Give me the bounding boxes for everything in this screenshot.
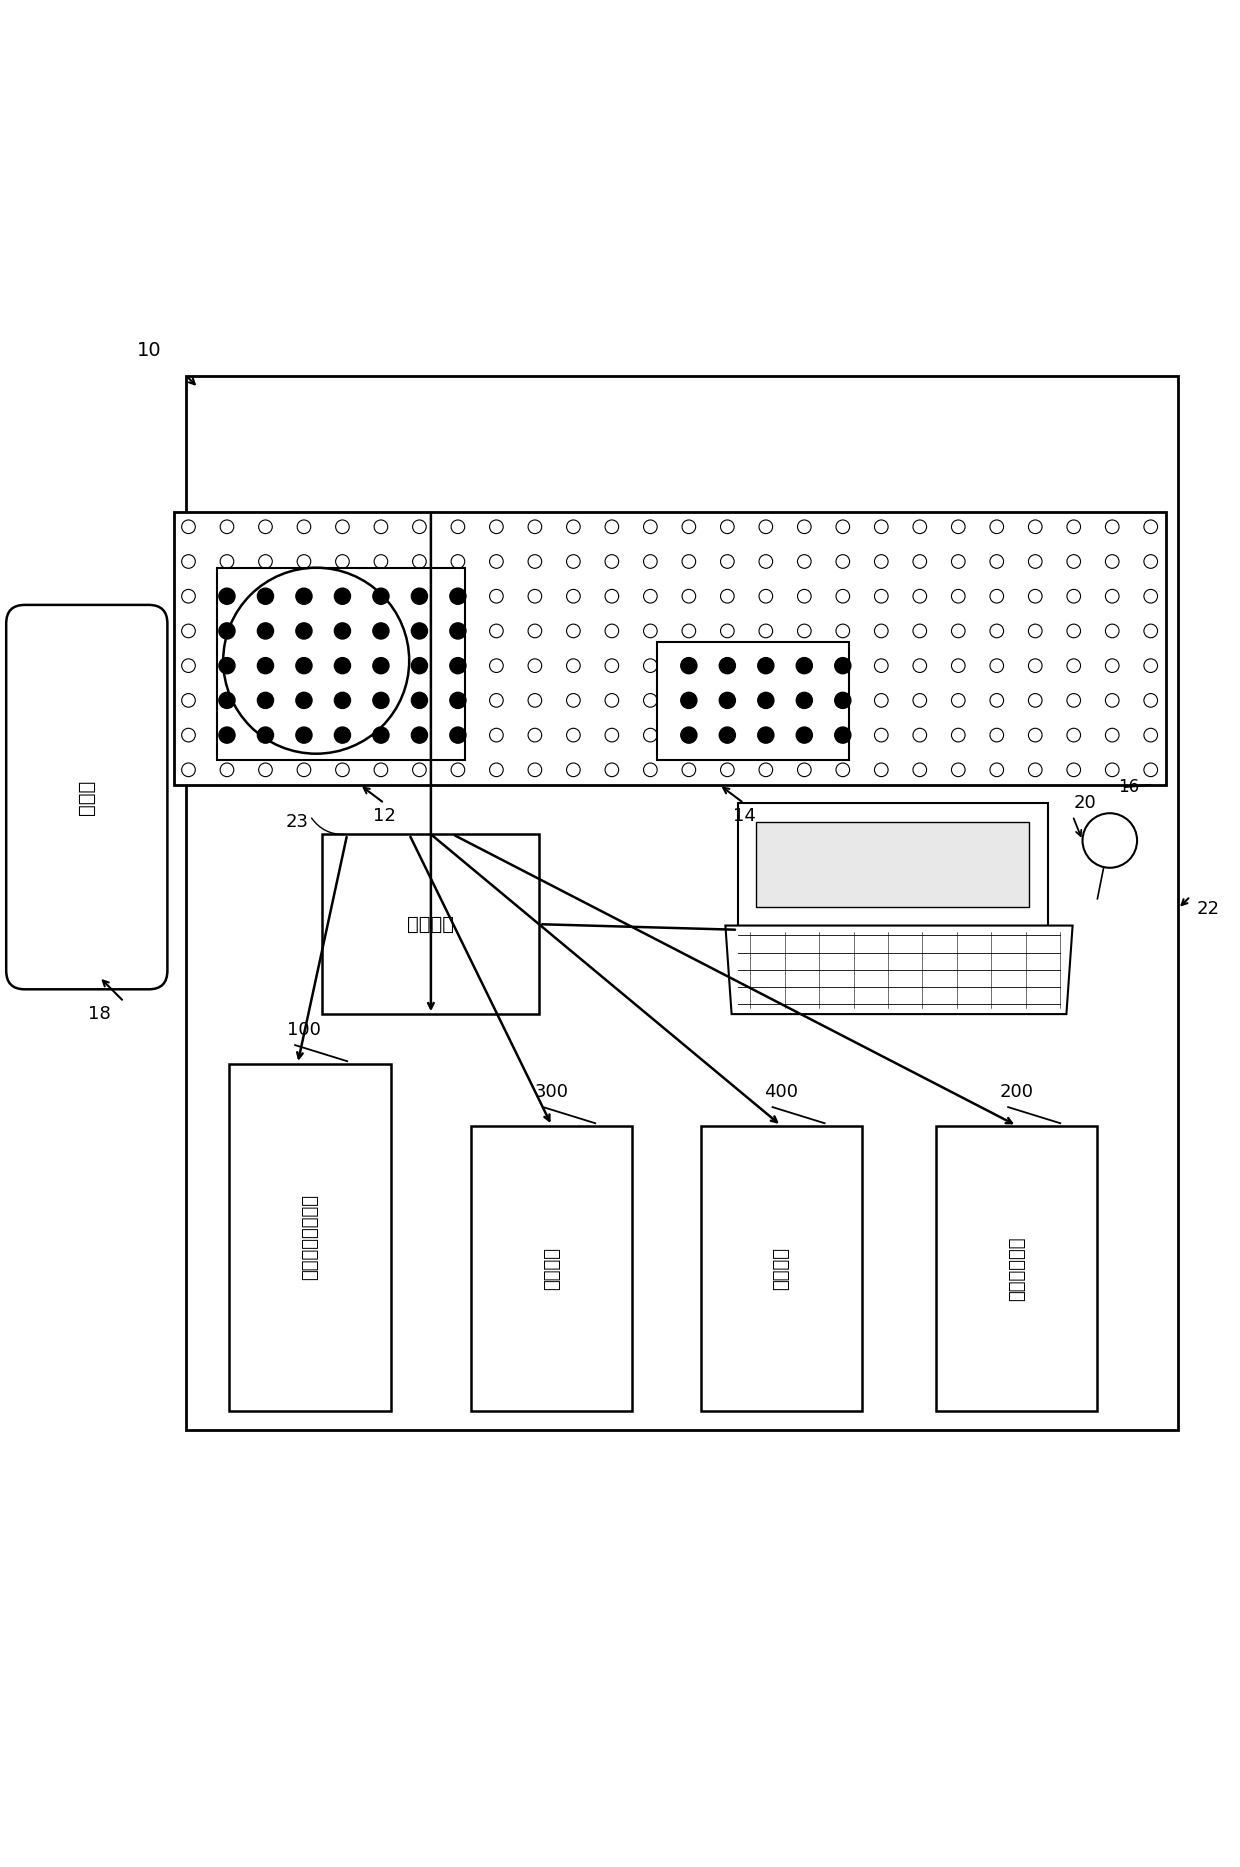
- Circle shape: [758, 693, 774, 708]
- Circle shape: [219, 624, 236, 639]
- Bar: [657, 642, 849, 760]
- Text: 400: 400: [764, 1083, 799, 1102]
- Bar: [936, 1126, 1097, 1411]
- Circle shape: [258, 624, 274, 639]
- Circle shape: [412, 657, 428, 674]
- Text: 桐台下重估计: 桐台下重估计: [1008, 1236, 1025, 1301]
- Circle shape: [450, 657, 466, 674]
- Circle shape: [258, 588, 274, 605]
- Circle shape: [296, 624, 312, 639]
- Circle shape: [681, 726, 697, 743]
- Text: 18: 18: [88, 1004, 110, 1023]
- Circle shape: [681, 657, 697, 674]
- Text: 扫描器: 扫描器: [77, 780, 97, 814]
- Bar: [217, 568, 465, 760]
- Circle shape: [758, 657, 774, 674]
- Text: 100: 100: [286, 1021, 321, 1038]
- Circle shape: [296, 588, 312, 605]
- Circle shape: [258, 726, 274, 743]
- Circle shape: [835, 726, 851, 743]
- Circle shape: [219, 657, 236, 674]
- Text: 运动估计: 运动估计: [543, 1247, 560, 1290]
- Circle shape: [835, 693, 851, 708]
- Polygon shape: [725, 926, 1073, 1014]
- Text: 22: 22: [1197, 900, 1220, 919]
- Circle shape: [450, 624, 466, 639]
- Bar: [174, 512, 1166, 784]
- Circle shape: [373, 657, 389, 674]
- Text: 14: 14: [733, 807, 755, 825]
- Circle shape: [719, 693, 735, 708]
- Bar: [471, 1126, 632, 1411]
- Circle shape: [796, 726, 812, 743]
- Circle shape: [373, 588, 389, 605]
- Text: 图像数据采集过程: 图像数据采集过程: [301, 1195, 319, 1281]
- Circle shape: [373, 726, 389, 743]
- Circle shape: [450, 588, 466, 605]
- Circle shape: [719, 657, 735, 674]
- Bar: [701, 1126, 862, 1411]
- Circle shape: [219, 693, 236, 708]
- Text: 呼吸门控: 呼吸门控: [773, 1247, 790, 1290]
- Circle shape: [796, 693, 812, 708]
- FancyBboxPatch shape: [6, 605, 167, 990]
- Circle shape: [412, 726, 428, 743]
- Bar: [322, 835, 539, 1014]
- Circle shape: [335, 657, 351, 674]
- Circle shape: [219, 726, 236, 743]
- Circle shape: [450, 726, 466, 743]
- Text: 16: 16: [1117, 779, 1140, 795]
- Bar: [186, 375, 1178, 1430]
- Circle shape: [758, 726, 774, 743]
- Circle shape: [335, 726, 351, 743]
- Circle shape: [335, 624, 351, 639]
- Circle shape: [412, 624, 428, 639]
- Circle shape: [412, 588, 428, 605]
- Text: 300: 300: [534, 1083, 569, 1102]
- Circle shape: [258, 693, 274, 708]
- Bar: [738, 803, 1048, 926]
- Circle shape: [681, 693, 697, 708]
- Circle shape: [296, 693, 312, 708]
- Circle shape: [373, 693, 389, 708]
- Circle shape: [373, 624, 389, 639]
- Circle shape: [335, 588, 351, 605]
- Circle shape: [258, 657, 274, 674]
- Circle shape: [719, 726, 735, 743]
- Text: 20: 20: [1074, 793, 1096, 812]
- Circle shape: [296, 657, 312, 674]
- Text: 12: 12: [373, 807, 396, 825]
- Circle shape: [796, 657, 812, 674]
- Circle shape: [450, 693, 466, 708]
- Text: 200: 200: [999, 1083, 1034, 1102]
- Text: 23: 23: [286, 812, 309, 831]
- Circle shape: [296, 726, 312, 743]
- Bar: [756, 821, 1029, 907]
- Bar: [229, 1064, 391, 1411]
- Circle shape: [335, 693, 351, 708]
- Circle shape: [412, 693, 428, 708]
- Circle shape: [219, 588, 236, 605]
- Circle shape: [835, 657, 851, 674]
- Text: 读出单元: 读出单元: [408, 915, 454, 934]
- Text: 10: 10: [136, 342, 161, 360]
